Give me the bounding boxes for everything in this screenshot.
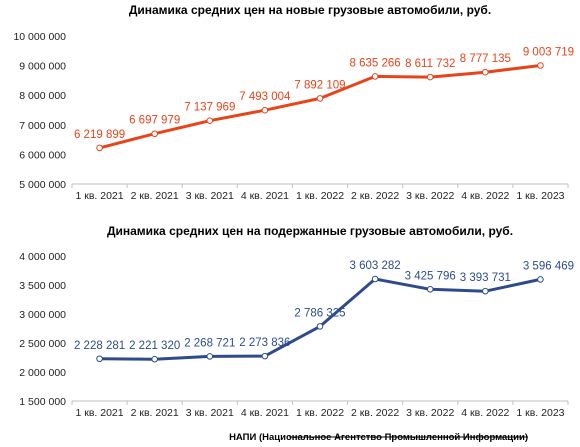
data-label: 2 273 836 [239,337,290,349]
data-point [426,286,434,293]
data-point [151,355,158,363]
x-tick-label: 3 кв. 2022 [406,190,454,202]
y-tick-label: 9 000 000 [19,61,66,73]
x-tick-label: 1 кв. 2023 [516,407,564,419]
data-point [482,68,489,76]
data-point [371,73,379,80]
y-tick-label: 8 000 000 [19,90,66,102]
x-tick-label: 1 кв. 2022 [296,190,344,202]
data-label: 8 777 135 [460,53,511,65]
data-point [316,323,324,330]
x-tick-label: 4 кв. 2022 [461,190,509,202]
x-tick-label: 4 кв. 2022 [461,407,509,419]
y-tick-label: 5 000 000 [19,179,66,191]
data-point [96,355,103,363]
data-label: 2 268 721 [184,337,235,349]
data-point [261,352,269,360]
x-tick-label: 1 кв. 2022 [296,407,344,419]
y-tick-label: 1 500 000 [19,396,66,408]
x-tick-label: 2 кв. 2022 [351,407,399,419]
y-tick-label: 2 000 000 [19,367,66,379]
data-point [316,95,324,102]
chart-new-trucks: Динамика средних цен на новые грузовые а… [13,3,574,202]
data-point [96,144,103,152]
data-point [261,106,269,114]
data-label: 3 425 796 [405,270,456,282]
x-tick-label: 1 кв. 2021 [75,190,123,202]
chart-used-trucks: Динамика средних цен на подержанные груз… [19,224,574,419]
data-label: 2 786 325 [294,307,345,319]
data-label: 8 635 266 [350,57,401,69]
data-label: 6 219 899 [74,129,125,141]
data-point [371,275,379,283]
x-tick-label: 1 кв. 2021 [75,407,123,419]
data-point [426,73,434,81]
data-label: 2 228 281 [74,340,125,352]
data-label: 2 221 320 [129,340,180,352]
data-point [151,130,158,138]
y-tick-label: 3 000 000 [19,309,66,321]
x-tick-label: 4 кв. 2021 [241,407,289,419]
y-tick-label: 2 500 000 [19,338,66,350]
data-label: 9 003 719 [523,46,574,58]
data-point [206,117,214,125]
data-point [537,276,544,283]
x-tick-label: 3 кв. 2022 [406,407,454,419]
series-line [99,64,541,150]
data-label: 3 596 469 [523,260,574,272]
footer-source: НАПИ (Национальное Агентство Промышленно… [229,432,528,443]
x-tick-label: 3 кв. 2021 [186,190,234,202]
data-label: 7 493 004 [239,91,291,103]
x-tick-label: 2 кв. 2021 [131,190,179,202]
chart-title: Динамика средних цен на подержанные груз… [107,224,513,238]
x-tick-label: 2 кв. 2022 [351,190,399,202]
data-label: 3 603 282 [350,260,401,272]
data-label: 7 137 969 [184,102,235,114]
x-tick-label: 3 кв. 2021 [186,407,234,419]
x-tick-label: 4 кв. 2021 [241,190,289,202]
y-tick-label: 10 000 000 [13,31,66,43]
data-point [537,62,544,69]
data-point [482,287,489,295]
y-tick-label: 6 000 000 [19,149,66,161]
chart-title: Динамика средних цен на новые грузовые а… [129,3,491,17]
data-label: 8 611 732 [405,58,455,70]
y-tick-label: 3 500 000 [19,280,66,292]
y-tick-label: 7 000 000 [19,120,66,132]
x-tick-label: 2 кв. 2021 [131,407,179,419]
y-tick-label: 4 000 000 [19,251,66,263]
x-tick-label: 1 кв. 2023 [516,190,564,202]
data-label: 6 697 979 [129,115,180,127]
data-label: 3 393 731 [460,272,511,284]
data-point [206,353,214,360]
data-label: 7 892 109 [294,79,345,91]
